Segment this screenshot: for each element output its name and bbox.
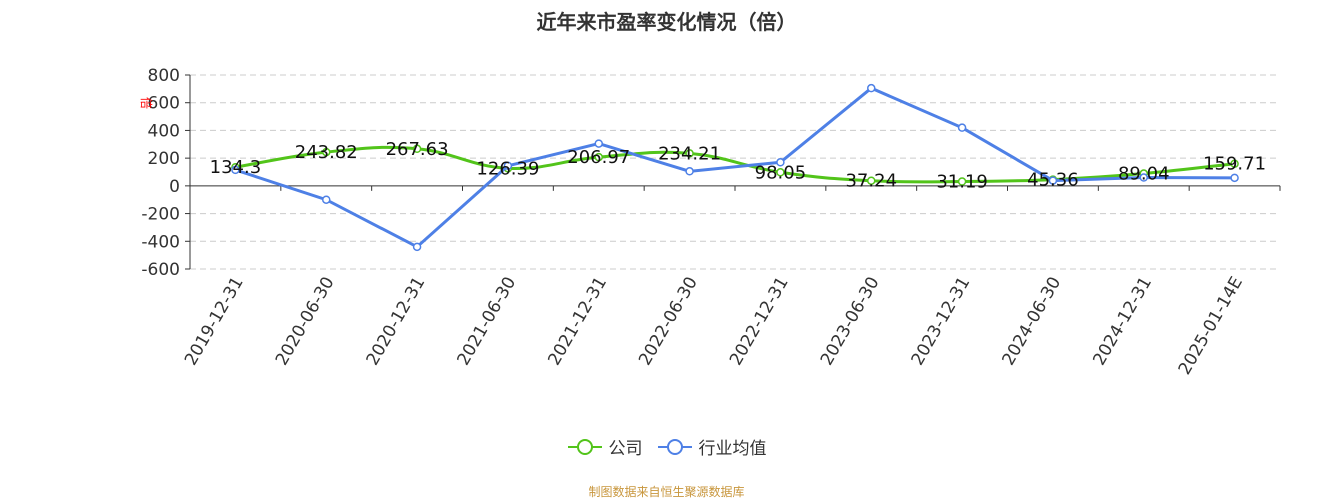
data-point[interactable] xyxy=(957,123,967,132)
y-axis-unit: 倍 xyxy=(139,97,154,109)
x-tick-label: 2025-01-14E xyxy=(1175,274,1247,379)
legend: 公司 行业均值 xyxy=(0,434,1333,459)
data-label: 267.63 xyxy=(386,139,449,160)
x-tick-label: 2020-06-30 xyxy=(272,274,339,370)
y-tick-label: -400 xyxy=(141,232,180,252)
chart-title: 近年来市盈率变化情况（倍） xyxy=(536,10,797,34)
data-label: 45.36 xyxy=(1027,170,1079,191)
legend-item-industry-average[interactable]: 行业均值 xyxy=(657,434,767,459)
data-point[interactable] xyxy=(594,139,603,148)
data-label: 37.24 xyxy=(845,171,897,192)
data-label: 89.04 xyxy=(1118,164,1170,185)
x-tick-label: 2024-12-31 xyxy=(1089,274,1156,370)
data-label: 243.82 xyxy=(295,142,358,163)
line-chart: 800 600 400 200 0 -200 -400 -600 2019-12-31 2020… xyxy=(139,66,1281,379)
data-point[interactable] xyxy=(1230,159,1239,168)
data-point[interactable] xyxy=(503,161,513,171)
y-axis: 800 600 400 200 0 -200 -400 -600 xyxy=(141,66,191,280)
data-point[interactable] xyxy=(685,167,694,176)
legend-item-company[interactable]: 公司 xyxy=(567,434,643,459)
data-point[interactable] xyxy=(412,242,422,252)
x-tick-label: 2024-06-30 xyxy=(999,274,1066,370)
data-point[interactable] xyxy=(685,149,694,158)
data-point[interactable] xyxy=(867,83,876,93)
x-tick-label: 2021-12-31 xyxy=(544,274,611,370)
x-axis: 2019-12-31 2020-06-30 2020-12-31 2021-06-30… xyxy=(181,185,1281,379)
legend-line-circle-icon xyxy=(657,438,692,455)
data-label: 98.05 xyxy=(755,162,807,183)
series-line xyxy=(234,86,1235,249)
grid-lines xyxy=(190,74,1280,270)
y-tick-label: 400 xyxy=(148,121,180,141)
data-point[interactable] xyxy=(322,195,331,204)
x-tick-label: 2020-12-31 xyxy=(363,274,430,370)
data-labels: 134.3 243.82 267.63 126.39 206.97 234.21 98.05… xyxy=(210,139,1266,193)
legend-label: 行业均值 xyxy=(698,439,767,459)
data-point[interactable] xyxy=(231,165,240,175)
x-tick-label: 2021-06-30 xyxy=(454,274,521,370)
data-point[interactable] xyxy=(776,158,785,167)
data-point[interactable] xyxy=(957,177,967,186)
x-tick-label: 2022-12-31 xyxy=(726,274,793,370)
legend-line-circle-icon xyxy=(567,438,602,455)
data-point[interactable] xyxy=(776,168,785,177)
data-point[interactable] xyxy=(1230,173,1239,183)
y-tick-label: -200 xyxy=(141,205,180,225)
x-tick-label: 2023-06-30 xyxy=(817,274,884,370)
data-label: 206.97 xyxy=(567,147,630,168)
legend-label: 公司 xyxy=(608,439,643,459)
data-point[interactable] xyxy=(594,152,603,162)
data-point[interactable] xyxy=(1048,176,1058,185)
data-label: 134.3 xyxy=(210,157,262,178)
x-tick-label: 2022-06-30 xyxy=(635,274,702,370)
data-label: 234.21 xyxy=(658,143,721,164)
y-tick-label: 800 xyxy=(148,66,180,86)
data-source-note: 制图数据来自恒生聚源数据库 xyxy=(588,485,745,499)
y-tick-label: 0 xyxy=(169,177,180,197)
data-point[interactable] xyxy=(322,147,331,157)
y-tick-label: 600 xyxy=(148,94,180,114)
data-label: 31.19 xyxy=(936,172,988,193)
y-tick-label: -600 xyxy=(141,260,180,280)
data-point[interactable] xyxy=(1139,173,1148,182)
y-tick-label: 200 xyxy=(148,149,180,169)
data-label: 126.39 xyxy=(476,158,539,179)
data-point[interactable] xyxy=(412,144,422,154)
series-lines xyxy=(231,83,1239,252)
data-label: 159.71 xyxy=(1203,154,1266,175)
data-point[interactable] xyxy=(867,176,876,185)
x-tick-label: 2019-12-31 xyxy=(181,274,248,370)
x-tick-label: 2023-12-31 xyxy=(908,274,975,370)
